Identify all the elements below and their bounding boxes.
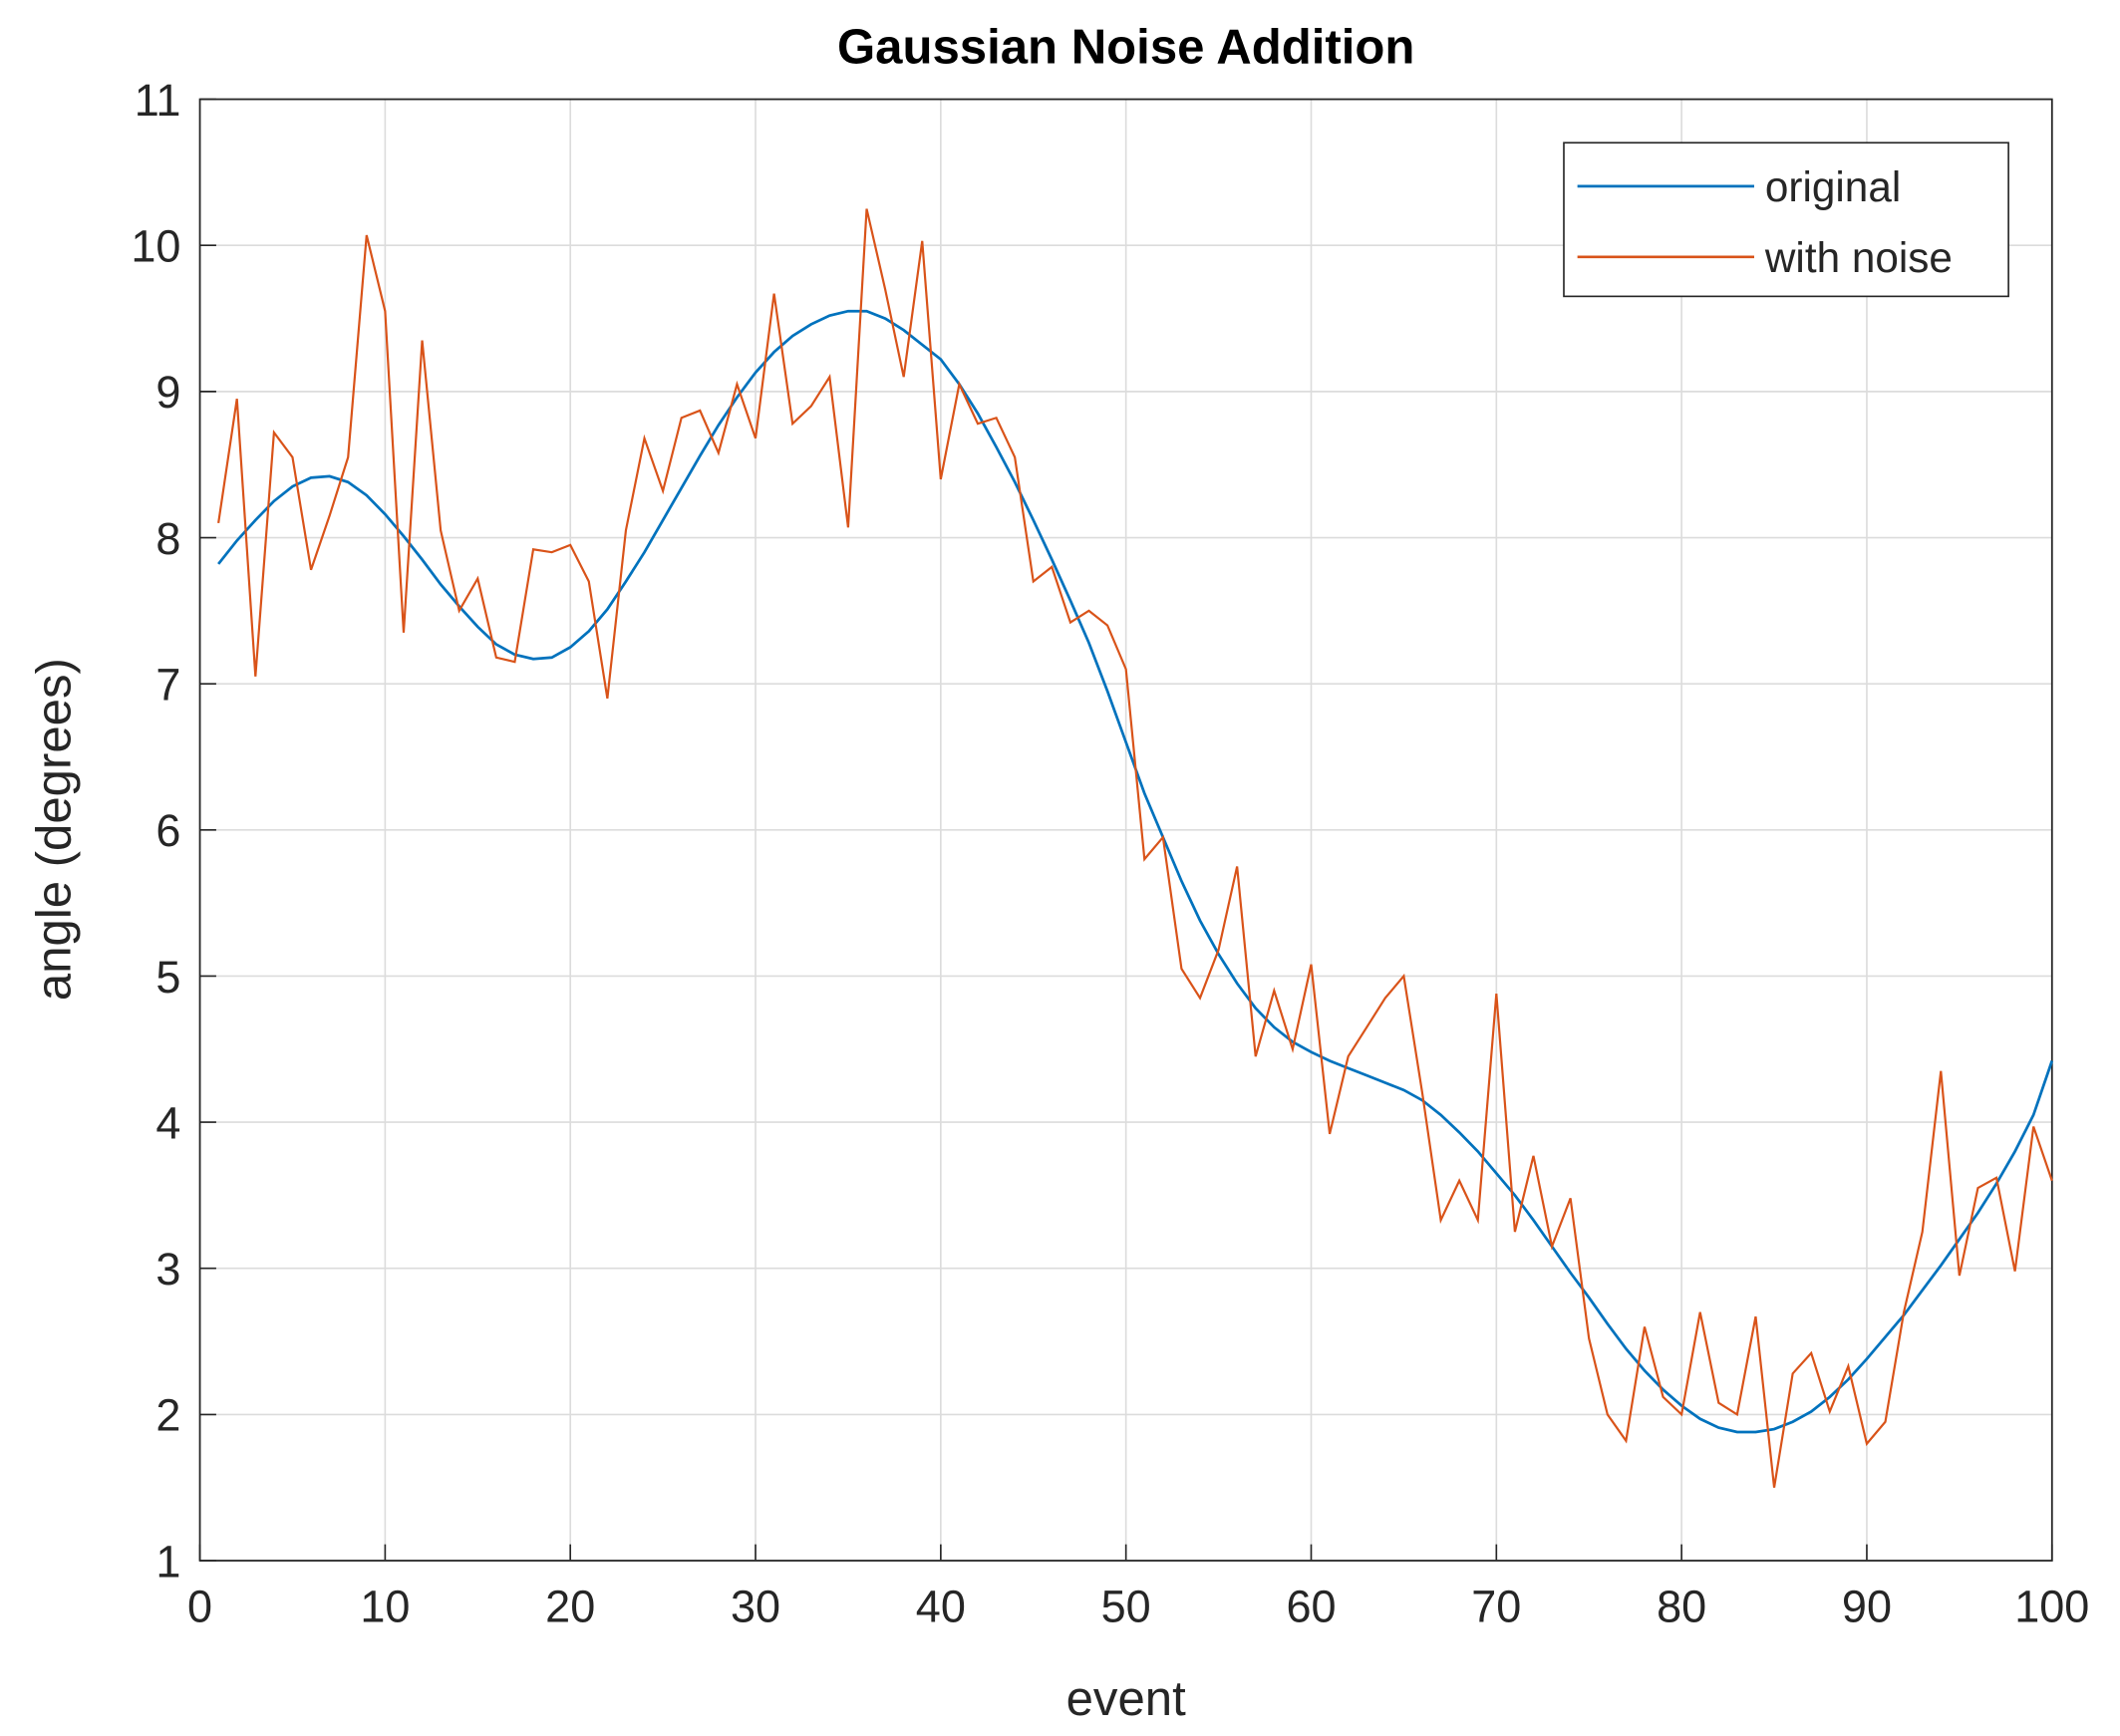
x-tick-label: 50 xyxy=(1101,1581,1151,1631)
x-tick-label: 60 xyxy=(1286,1581,1336,1631)
x-tick-label: 40 xyxy=(916,1581,966,1631)
y-axis-label: angle (degrees) xyxy=(27,658,81,1001)
y-tick-label: 7 xyxy=(155,660,180,711)
x-tick-label: 20 xyxy=(545,1581,595,1631)
y-tick-label: 2 xyxy=(155,1390,180,1441)
x-tick-label: 80 xyxy=(1657,1581,1706,1631)
legend-label: original xyxy=(1765,163,1901,210)
y-tick-label: 8 xyxy=(155,513,180,564)
legend-box xyxy=(1563,142,2009,298)
x-tick-label: 100 xyxy=(2014,1581,2089,1631)
series-line xyxy=(217,208,2053,1488)
y-tick-label: 3 xyxy=(155,1244,180,1295)
y-tick-label: 4 xyxy=(155,1097,180,1148)
y-tick-label: 6 xyxy=(155,805,180,856)
legend-label: with noise xyxy=(1764,234,1953,281)
x-tick-label: 70 xyxy=(1471,1581,1521,1631)
y-tick-label: 9 xyxy=(155,367,180,418)
x-tick-label: 0 xyxy=(187,1581,212,1631)
plot-frame xyxy=(198,98,2053,1562)
y-tick-label: 11 xyxy=(135,75,181,126)
x-axis-label: event xyxy=(1066,1672,1187,1726)
x-tick-label: 90 xyxy=(1842,1581,1892,1631)
y-tick-label: 10 xyxy=(131,221,180,272)
x-tick-label: 10 xyxy=(360,1581,410,1631)
y-tick-label: 5 xyxy=(155,952,180,1003)
x-tick-label: 30 xyxy=(731,1581,780,1631)
chart-title: Gaussian Noise Addition xyxy=(837,20,1414,74)
legend: original with noise xyxy=(1563,142,2009,298)
series-line xyxy=(217,309,2054,1434)
y-tick-label: 1 xyxy=(155,1536,180,1587)
